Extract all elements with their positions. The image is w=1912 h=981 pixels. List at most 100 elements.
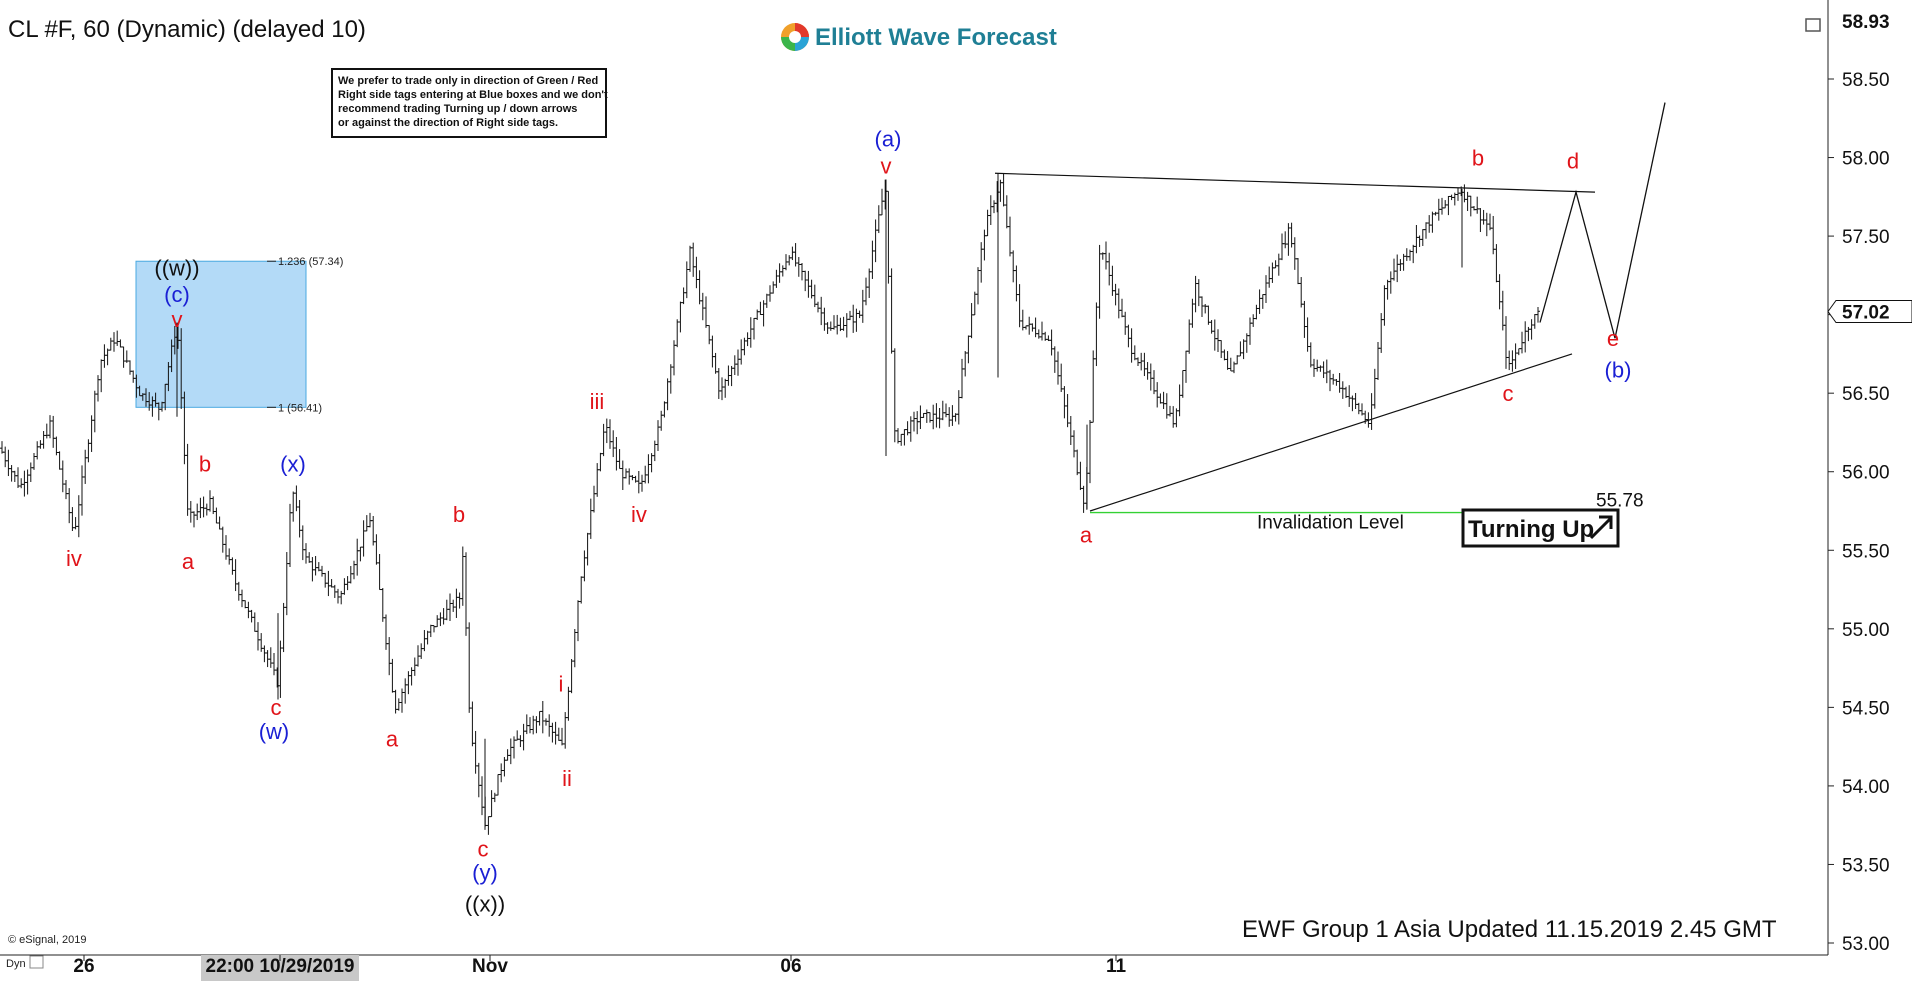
ohlc-bar [214, 507, 219, 524]
ohlc-bar [1136, 357, 1140, 367]
ohlc-bar [1315, 359, 1320, 372]
ohlc-bar [521, 723, 526, 751]
ohlc-bar [1001, 173, 1006, 207]
ohlc-bar [336, 588, 340, 604]
ohlc-bar [492, 792, 497, 803]
ohlc-bar [1139, 352, 1144, 371]
ohlc-bar [867, 268, 872, 298]
maximize-icon[interactable] [1805, 18, 1821, 32]
ohlc-bar [425, 630, 430, 645]
ohlc-bar [448, 593, 452, 622]
ohlc-bar [41, 431, 46, 449]
ohlc-bar [748, 317, 753, 348]
triangle-upper-line [994, 172, 1596, 193]
ohlc-bar [1241, 339, 1246, 360]
ohlc-bar [3, 446, 8, 468]
ohlc-bar [1356, 402, 1361, 415]
wave-label: v [172, 307, 183, 332]
ohlc-bar [1248, 317, 1252, 345]
ohlc-bar [902, 429, 907, 446]
ohlc-bar [499, 763, 504, 783]
ohlc-bar [467, 622, 472, 713]
ohlc-bar [457, 592, 462, 609]
y-ticks: 58.5058.0057.5057.0056.5056.0055.5055.00… [1828, 70, 1890, 955]
ohlc-bar [883, 179, 888, 210]
ohlc-bar [496, 774, 500, 796]
ohlc-bar [707, 325, 712, 345]
ohlc-bar [1132, 345, 1137, 361]
ohlc-bar [806, 270, 811, 298]
ohlc-bar [742, 337, 747, 356]
ohlc-bar [1193, 275, 1198, 313]
ohlc-bar [1040, 321, 1044, 341]
ohlc-bar [1398, 259, 1403, 271]
ohlc-bar [739, 339, 744, 365]
ohlc-bar [51, 415, 56, 448]
ohlc-bar [240, 589, 244, 608]
dyn-label: Dyn [6, 958, 26, 970]
wave-label: b [1472, 145, 1484, 170]
ohlc-bar [588, 498, 593, 539]
ohlc-bar [720, 377, 724, 401]
wave-label: ii [562, 766, 572, 791]
ohlc-bar [252, 612, 257, 632]
ohlc-bar [579, 576, 584, 604]
ohlc-bar [1424, 222, 1428, 239]
ohlc-bar [1283, 231, 1288, 249]
ohlc-bar [1347, 385, 1352, 407]
ohlc-bar [614, 437, 619, 471]
ohlc-bar [876, 205, 881, 234]
ohlc-bar [732, 355, 737, 375]
ohlc-bar [873, 219, 878, 263]
ohlc-bar [611, 430, 616, 458]
ohlc-bar [764, 293, 769, 308]
ohlc-bar [12, 470, 17, 483]
ohlc-bar [1404, 248, 1409, 261]
chart-menu-icon[interactable] [29, 955, 44, 969]
ohlc-bar [985, 209, 990, 237]
ohlc-bar [230, 557, 235, 575]
ohlc-bar [601, 423, 606, 457]
ohlc-bar [128, 360, 132, 375]
ohlc-bar [684, 261, 689, 299]
ohlc-bar [569, 659, 574, 694]
ohlc-bar [796, 257, 801, 277]
y-tick-label: 54.00 [1842, 777, 1890, 798]
ohlc-bar [1468, 195, 1473, 217]
ohlc-bar [428, 624, 433, 638]
ohlc-bar [1235, 355, 1240, 365]
wave-label: c [271, 695, 282, 720]
ohlc-bar [1353, 392, 1358, 409]
footer-update-text: EWF Group 1 Asia Updated 11.15.2019 2.45… [1242, 916, 1777, 943]
ohlc-bar [681, 287, 686, 305]
ohlc-bar [1385, 279, 1390, 300]
ohlc-bar [531, 715, 536, 735]
top-price-label: 58.93 [1842, 12, 1890, 33]
ohlc-bar [640, 474, 644, 492]
ohlc-bar [1456, 187, 1460, 201]
ohlc-bar [489, 790, 494, 818]
ohlc-bar [758, 301, 763, 315]
y-tick-label: 53.50 [1842, 855, 1890, 876]
wave-label: i [559, 672, 564, 697]
ohlc-bar [256, 622, 260, 651]
ohlc-bar [355, 538, 360, 576]
time-axis: 26 22:00 10/29/2019 Nov 06 11 [0, 954, 1828, 981]
ohlc-bar [960, 358, 964, 399]
ohlc-bar [892, 348, 897, 443]
ohlc-bar [780, 265, 785, 277]
ohlc-bar [1372, 368, 1377, 409]
ohlc-bar [1244, 333, 1249, 353]
ohlc-bar [460, 546, 465, 606]
ohlc-bar [320, 565, 324, 577]
ohlc-bar [771, 281, 776, 294]
ohlc-bar [1187, 319, 1192, 354]
ohlc-bar [1427, 215, 1432, 233]
ohlc-bar [403, 678, 408, 704]
ohlc-bar [723, 378, 728, 398]
ohlc-bar [1145, 362, 1150, 380]
wave-label: b [453, 502, 465, 527]
ohlc-bar [486, 816, 491, 835]
ohlc-bar [112, 332, 116, 352]
ohlc-bar [1155, 382, 1160, 408]
